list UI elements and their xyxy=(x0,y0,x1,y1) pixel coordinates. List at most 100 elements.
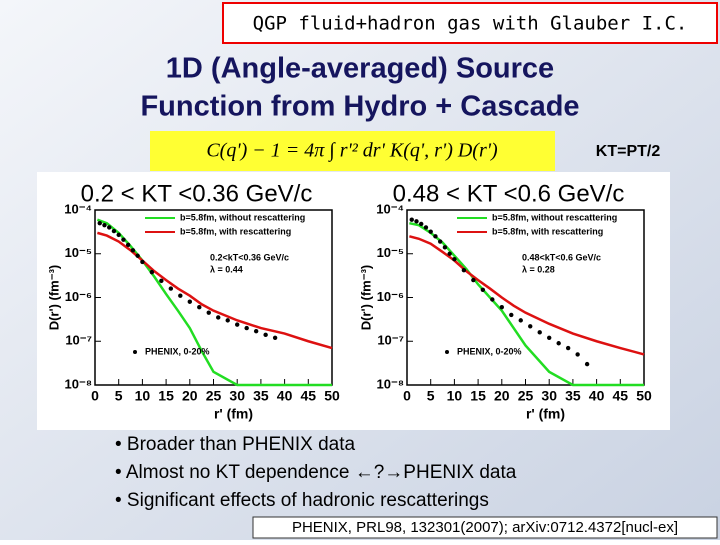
data-point xyxy=(433,234,438,239)
data-point xyxy=(452,257,457,262)
data-point xyxy=(490,297,495,302)
annotation: 0.48<kT<0.6 GeV/c xyxy=(522,252,601,262)
x-tick-label: 5 xyxy=(115,388,123,404)
x-tick-label: 35 xyxy=(253,388,269,404)
x-tick-label: 25 xyxy=(206,388,222,404)
y-tick-label: 10⁻⁷ xyxy=(65,333,92,348)
note: KT=PT/2 xyxy=(596,143,661,160)
data-point xyxy=(235,322,240,327)
x-tick-label: 15 xyxy=(158,388,174,404)
chart-title: 0.2 < KT <0.36 GeV/c xyxy=(81,180,313,207)
title-line: 1D (Angle-averaged) Source xyxy=(166,53,554,85)
data-point xyxy=(471,277,476,283)
data-point xyxy=(428,229,433,234)
bullet: • Broader than PHENIX data xyxy=(115,434,355,455)
data-point xyxy=(263,332,268,338)
chart-title: 0.48 < KT <0.6 GeV/c xyxy=(393,180,625,207)
data-point xyxy=(121,237,126,242)
y-tick-label: 10⁻⁸ xyxy=(377,376,404,391)
x-tick-label: 20 xyxy=(182,388,198,404)
x-tick-label: 20 xyxy=(494,388,510,404)
bullet: • Almost no KT dependence ←?→PHENIX data xyxy=(115,462,517,483)
data-point xyxy=(149,269,155,275)
data-point xyxy=(168,286,174,291)
x-tick-label: 40 xyxy=(589,388,605,404)
data-point xyxy=(253,328,259,334)
annotation: λ = 0.28 xyxy=(522,264,555,274)
reference-box xyxy=(252,516,718,539)
formula: C(q') − 1 = 4π ∫ r'² dr' K(q', r') D(r') xyxy=(206,140,498,163)
y-axis-label: D(r') (fm⁻³) xyxy=(358,265,373,331)
y-tick-label: 10⁻⁴ xyxy=(64,201,92,216)
data-point xyxy=(206,310,211,315)
data-point xyxy=(419,221,424,227)
data-point xyxy=(97,220,102,226)
reference: PHENIX, PRL98, 132301(2007); arXiv:0712.… xyxy=(292,519,678,536)
x-tick-label: 10 xyxy=(135,388,151,404)
formula-box xyxy=(150,131,555,171)
legend-label: b=5.8fm, without rescattering xyxy=(180,212,305,222)
data-point xyxy=(272,335,278,340)
x-tick-label: 40 xyxy=(277,388,293,404)
annotation: 0.2<kT<0.36 GeV/c xyxy=(210,252,289,262)
data-point xyxy=(584,361,590,367)
x-axis-label: r' (fm) xyxy=(214,406,253,422)
data-point xyxy=(499,305,504,310)
annotation: λ = 0.44 xyxy=(210,264,243,274)
x-tick-label: 30 xyxy=(229,388,245,404)
x-tick-label: 25 xyxy=(518,388,534,404)
x-tick-label: 50 xyxy=(324,388,340,404)
series-line xyxy=(409,235,645,356)
data-point xyxy=(107,225,112,230)
data-point xyxy=(140,259,145,265)
y-tick-label: 10⁻⁵ xyxy=(65,245,92,260)
data-point xyxy=(216,315,221,320)
title-line: Function from Hydro + Cascade xyxy=(140,91,579,123)
x-tick-label: 50 xyxy=(636,388,652,404)
data-point xyxy=(125,242,131,248)
x-tick-label: 0 xyxy=(403,388,411,404)
series-line xyxy=(97,231,333,350)
data-point xyxy=(130,248,136,253)
y-tick-label: 10⁻⁵ xyxy=(377,245,404,260)
data-point xyxy=(518,318,523,323)
data-point xyxy=(556,341,561,346)
charts: 10⁻⁸10⁻⁷10⁻⁶10⁻⁵10⁻⁴0 5 10 15 20 25 30 35 40 45 50… xyxy=(46,180,652,421)
data-point xyxy=(575,352,580,357)
data-point xyxy=(244,325,249,331)
x-tick-label: 35 xyxy=(565,388,581,404)
tag: QGP fluid+hadron gas with Glauber I.C. xyxy=(253,13,688,35)
y-tick-label: 10⁻⁶ xyxy=(377,289,404,304)
legend-label: PHENIX, 0-20% xyxy=(457,346,522,356)
data-point xyxy=(437,239,443,244)
data-point xyxy=(102,222,107,228)
x-tick-label: 0 xyxy=(91,388,99,404)
data-point xyxy=(178,293,183,298)
data-point xyxy=(225,318,230,323)
data-point xyxy=(565,345,571,351)
y-tick-label: 10⁻⁶ xyxy=(65,289,92,304)
x-tick-label: 10 xyxy=(447,388,463,404)
data-point xyxy=(111,228,117,234)
legend-label: b=5.8fm, without rescattering xyxy=(492,212,617,222)
data-point xyxy=(197,305,202,310)
x-tick-label: 30 xyxy=(541,388,557,404)
legend-label: b=5.8fm, with rescattering xyxy=(180,226,291,236)
bullet: • Significant effects of hadronic rescat… xyxy=(115,490,489,511)
y-tick-label: 10⁻⁷ xyxy=(377,333,404,348)
data-point xyxy=(537,330,542,335)
legend-marker xyxy=(445,350,449,354)
legend-marker xyxy=(133,350,137,354)
x-tick-label: 5 xyxy=(427,388,435,404)
data-point xyxy=(461,268,467,273)
data-point xyxy=(414,219,419,224)
legend-label: PHENIX, 0-20% xyxy=(145,346,210,356)
data-point xyxy=(409,217,414,222)
data-point xyxy=(442,245,448,250)
y-axis-label: D(r') (fm⁻³) xyxy=(46,265,61,331)
data-point xyxy=(509,312,514,318)
data-point xyxy=(423,225,429,230)
y-tick-label: 10⁻⁴ xyxy=(376,201,404,216)
